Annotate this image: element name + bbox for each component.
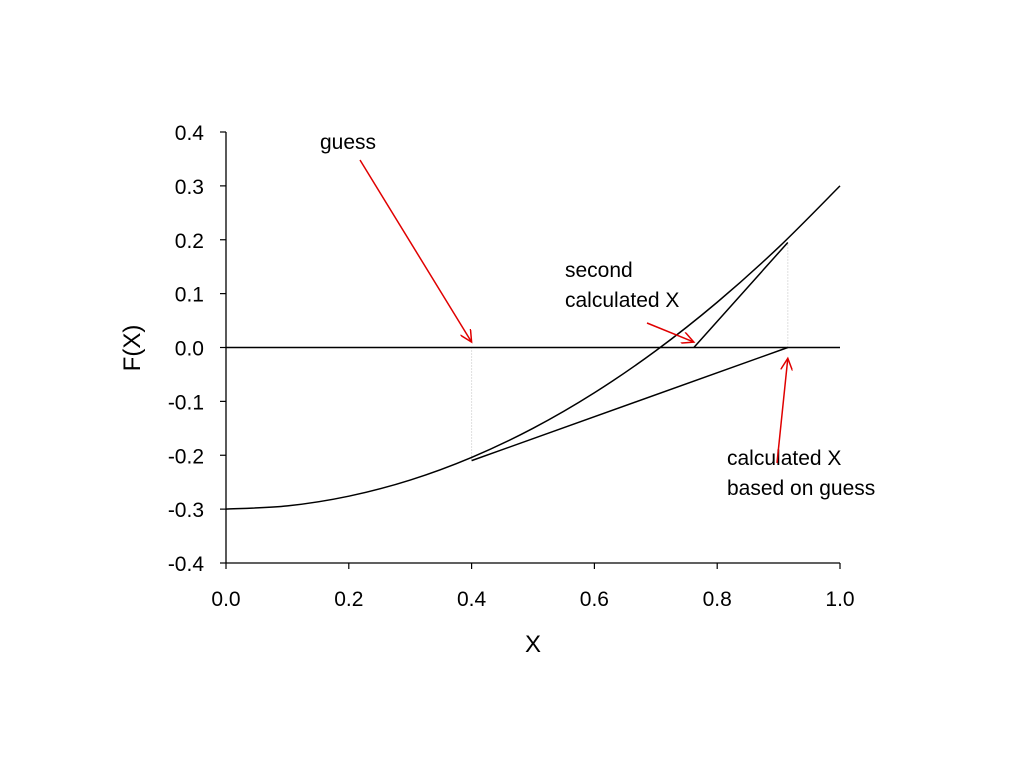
annotations: guess second calculated X calculated X based… — [320, 131, 875, 500]
annotation-line: based on guess — [727, 477, 875, 500]
x-tick-label: 0.8 — [703, 588, 732, 611]
y-tick-label: -0.3 — [168, 499, 204, 522]
annotation-calculated-x-arrow — [776, 358, 788, 464]
y-tick-label: -0.1 — [168, 391, 204, 414]
first-tangent-line — [471, 346, 789, 462]
annotation-guess-label: guess — [320, 131, 376, 154]
x-tick-label: 1.0 — [825, 588, 854, 611]
y-tick-label: 0.0 — [175, 338, 204, 361]
annotation-calculated-x-label: calculated X based on guess — [727, 447, 875, 500]
reference-lines — [471, 242, 789, 461]
data-lines — [225, 185, 841, 510]
annotation-guess-arrow — [359, 159, 472, 342]
annotation-second-calculated-x-arrow — [646, 322, 694, 342]
x-tick-label: 0.6 — [580, 588, 609, 611]
ticks — [220, 131, 841, 569]
annotation-line: second — [565, 259, 633, 282]
annotation-second-calculated-x: second calculated X — [565, 259, 694, 342]
y-tick-label: 0.3 — [175, 176, 204, 199]
annotation-second-calculated-x-label: second calculated X — [565, 259, 679, 312]
annotation-line: calculated X — [727, 447, 841, 470]
y-tick-label: 0.4 — [175, 122, 205, 145]
function-curve — [225, 185, 841, 510]
x-axis-title: X — [525, 631, 541, 658]
x-tick-label: 0.0 — [211, 588, 240, 611]
annotation-line: guess — [320, 131, 376, 154]
annotation-guess: guess — [320, 131, 472, 342]
y-tick-label: 0.1 — [175, 284, 204, 307]
x-tick-label: 0.4 — [457, 588, 487, 611]
y-axis-title: F(X) — [119, 325, 146, 372]
y-tick-label: -0.2 — [168, 445, 204, 468]
second-tangent-line — [693, 241, 789, 348]
annotation-calculated-x: calculated X based on guess — [727, 358, 875, 500]
annotation-line: calculated X — [565, 289, 679, 312]
tick-labels: 0.0 0.2 0.4 0.6 0.8 1.0 0.4 0.3 0.2 0.1 0.0 -0.1 -0.… — [168, 122, 855, 611]
y-tick-label: -0.4 — [168, 553, 205, 576]
x-tick-label: 0.2 — [334, 588, 363, 611]
y-tick-label: 0.2 — [175, 230, 204, 253]
